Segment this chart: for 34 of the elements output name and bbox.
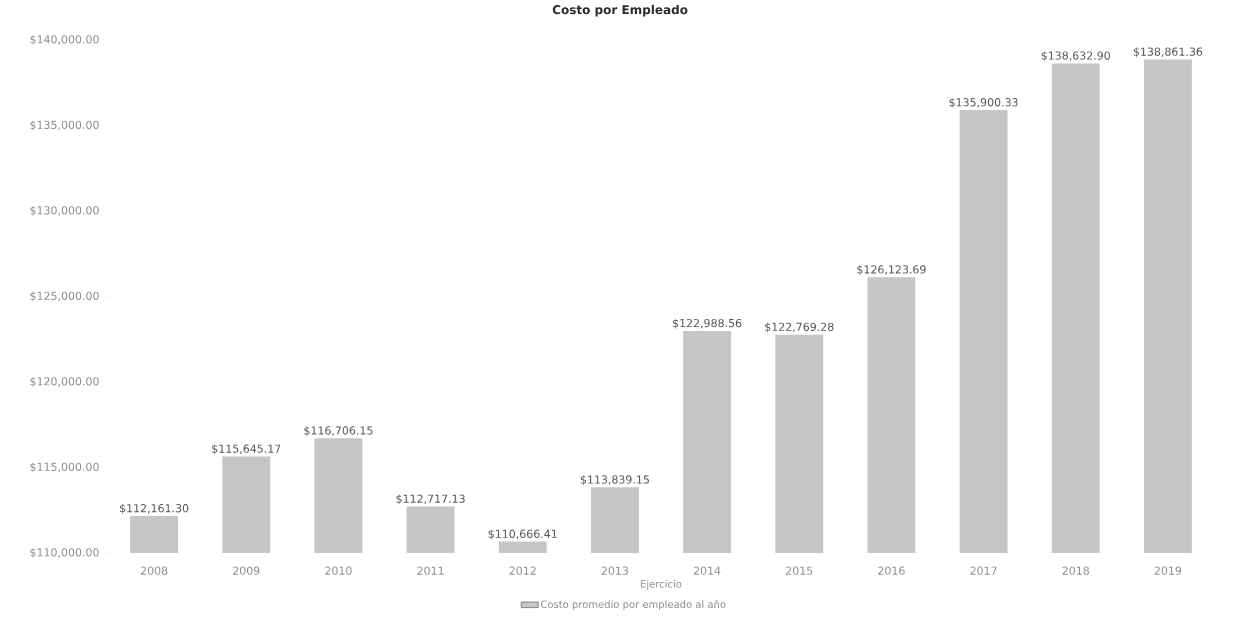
x-tick-label: 2015 bbox=[786, 566, 813, 575]
x-tick-label: 2017 bbox=[970, 566, 997, 575]
y-tick-label: $130,000.00 bbox=[30, 206, 99, 216]
x-tick-label: 2009 bbox=[233, 566, 260, 575]
x-tick-label: 2014 bbox=[693, 566, 721, 575]
data-label: $113,839.15 bbox=[580, 475, 649, 486]
x-tick-label: 2010 bbox=[325, 566, 352, 575]
x-tick-label: 2018 bbox=[1062, 566, 1089, 575]
data-label: $138,861.36 bbox=[1133, 47, 1203, 58]
y-tick-label: $140,000.00 bbox=[30, 35, 99, 45]
data-label: $126,123.69 bbox=[857, 265, 926, 276]
x-tick-label: 2016 bbox=[878, 566, 905, 575]
x-tick-label: 2013 bbox=[601, 566, 629, 575]
y-tick-label: $135,000.00 bbox=[30, 120, 99, 131]
x-tick-label: 2008 bbox=[140, 566, 168, 575]
legend-label: Costo promedio por empleado al año bbox=[540, 600, 726, 611]
y-tick-label: $110,000.00 bbox=[30, 548, 99, 558]
y-tick-label: $125,000.00 bbox=[30, 291, 99, 302]
data-label: $110,666.41 bbox=[488, 529, 557, 540]
x-axis-title: Ejercicio bbox=[641, 579, 682, 590]
x-tick-label: 2011 bbox=[417, 566, 444, 575]
data-label: $112,717.13 bbox=[396, 494, 465, 505]
y-tick-label: $115,000.00 bbox=[30, 462, 99, 473]
data-label: $115,645.17 bbox=[212, 444, 281, 455]
chart-title: Costo por Empleado bbox=[552, 4, 688, 17]
data-label: $112,161.30 bbox=[120, 503, 189, 514]
data-label: $135,900.33 bbox=[949, 97, 1018, 108]
data-label: $138,632.90 bbox=[1041, 51, 1110, 62]
data-label: $122,988.56 bbox=[673, 318, 742, 329]
data-label: $116,706.15 bbox=[304, 426, 373, 437]
x-tick-label: 2019 bbox=[1154, 566, 1182, 575]
y-tick-label: $120,000.00 bbox=[30, 377, 99, 387]
x-tick-label: 2012 bbox=[509, 566, 536, 575]
data-label: $122,769.28 bbox=[765, 322, 834, 333]
